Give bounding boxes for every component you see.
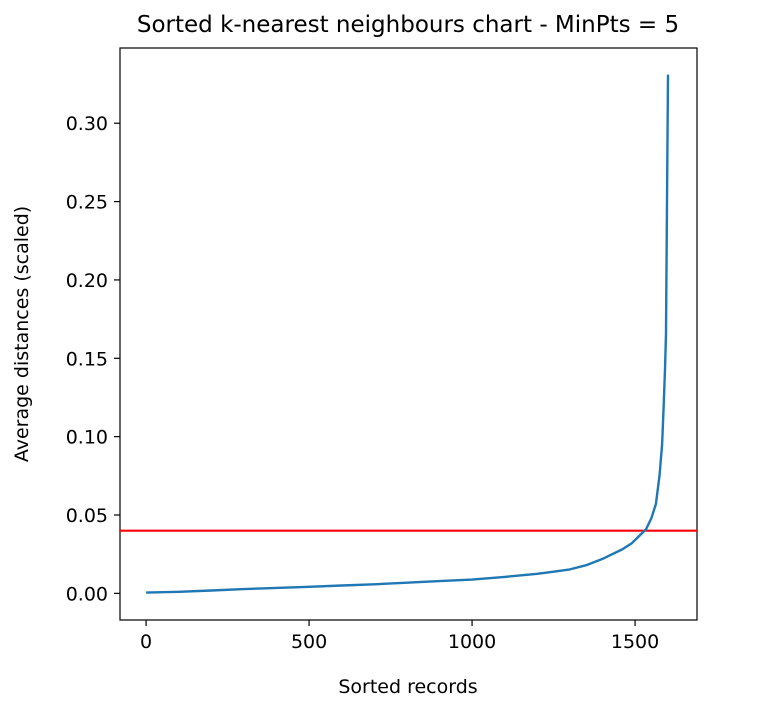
chart-title: Sorted k-nearest neighbours chart - MinP… xyxy=(137,12,679,38)
y-axis: 0.00 0.05 0.10 0.15 0.20 0.25 0.30 xyxy=(66,113,120,605)
x-tick-label: 1000 xyxy=(448,631,496,653)
x-axis-label: Sorted records xyxy=(338,676,477,698)
x-tick-label: 0 xyxy=(140,631,152,653)
y-tick-label: 0.05 xyxy=(66,505,108,527)
x-tick-label: 1500 xyxy=(611,631,659,653)
y-axis-label: Average distances (scaled) xyxy=(11,206,33,462)
series-line xyxy=(146,74,670,594)
x-tick-label: 500 xyxy=(291,631,327,653)
x-axis: 0 500 1000 1500 xyxy=(140,620,659,653)
plot-area xyxy=(119,47,698,621)
y-tick-label: 0.25 xyxy=(66,192,108,214)
y-tick-label: 0.20 xyxy=(66,270,108,292)
y-tick-label: 0.00 xyxy=(66,583,108,605)
y-tick-label: 0.30 xyxy=(66,113,108,135)
y-tick-label: 0.10 xyxy=(66,427,108,449)
y-tick-label: 0.15 xyxy=(66,348,108,370)
